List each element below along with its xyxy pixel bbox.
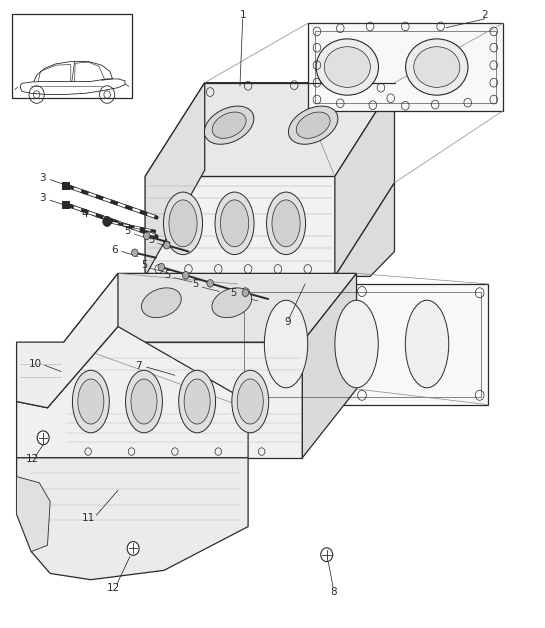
Ellipse shape: [142, 288, 181, 318]
Polygon shape: [64, 342, 302, 458]
Text: 11: 11: [82, 513, 95, 523]
Text: 8: 8: [330, 587, 337, 597]
Text: 5: 5: [231, 288, 237, 298]
Ellipse shape: [179, 371, 216, 433]
Ellipse shape: [215, 192, 254, 254]
Ellipse shape: [232, 371, 269, 433]
Text: 5: 5: [192, 279, 198, 289]
Text: 5: 5: [148, 236, 154, 245]
Ellipse shape: [212, 112, 246, 138]
Text: 2: 2: [482, 10, 488, 20]
Ellipse shape: [220, 200, 249, 247]
Ellipse shape: [405, 300, 449, 387]
Ellipse shape: [204, 106, 254, 144]
Ellipse shape: [296, 112, 330, 138]
Polygon shape: [145, 83, 395, 176]
Circle shape: [158, 263, 165, 271]
Polygon shape: [308, 23, 503, 111]
Text: 4: 4: [81, 209, 88, 219]
Ellipse shape: [131, 379, 157, 424]
Circle shape: [143, 232, 150, 240]
Ellipse shape: [267, 192, 306, 254]
Text: 12: 12: [26, 454, 39, 464]
Text: 5: 5: [164, 269, 171, 279]
Circle shape: [321, 548, 332, 561]
Bar: [12, 14, 131, 99]
Circle shape: [164, 242, 170, 249]
Text: 3: 3: [39, 193, 45, 203]
Ellipse shape: [237, 379, 263, 424]
Ellipse shape: [324, 46, 371, 87]
Ellipse shape: [164, 192, 203, 254]
Text: 12: 12: [107, 583, 120, 593]
Polygon shape: [16, 327, 248, 458]
Text: 5: 5: [141, 260, 147, 270]
Text: 9: 9: [284, 317, 291, 327]
Polygon shape: [237, 284, 488, 404]
Text: 7: 7: [135, 361, 141, 371]
Circle shape: [127, 541, 139, 555]
Ellipse shape: [264, 300, 308, 387]
Circle shape: [242, 289, 249, 296]
Text: 10: 10: [29, 359, 42, 369]
Polygon shape: [335, 83, 395, 276]
Ellipse shape: [335, 300, 378, 387]
Circle shape: [131, 249, 138, 256]
Text: 5: 5: [125, 226, 131, 236]
Ellipse shape: [316, 39, 379, 95]
Text: 1: 1: [239, 10, 246, 20]
Ellipse shape: [125, 371, 162, 433]
Polygon shape: [16, 273, 118, 408]
Polygon shape: [145, 83, 205, 276]
Circle shape: [183, 271, 189, 279]
Ellipse shape: [78, 379, 104, 424]
Text: 6: 6: [111, 245, 118, 255]
Ellipse shape: [405, 39, 468, 95]
Ellipse shape: [169, 200, 197, 247]
Ellipse shape: [184, 379, 210, 424]
Ellipse shape: [212, 288, 252, 318]
Polygon shape: [145, 176, 335, 276]
Ellipse shape: [72, 371, 110, 433]
Ellipse shape: [414, 46, 460, 87]
Polygon shape: [335, 183, 395, 276]
Polygon shape: [16, 477, 50, 551]
Polygon shape: [302, 273, 356, 458]
Polygon shape: [64, 273, 356, 342]
Ellipse shape: [288, 106, 338, 144]
Text: 3: 3: [39, 173, 45, 183]
Circle shape: [103, 217, 112, 227]
Polygon shape: [16, 458, 248, 580]
Circle shape: [37, 431, 49, 445]
Ellipse shape: [272, 200, 300, 247]
Circle shape: [207, 279, 214, 287]
